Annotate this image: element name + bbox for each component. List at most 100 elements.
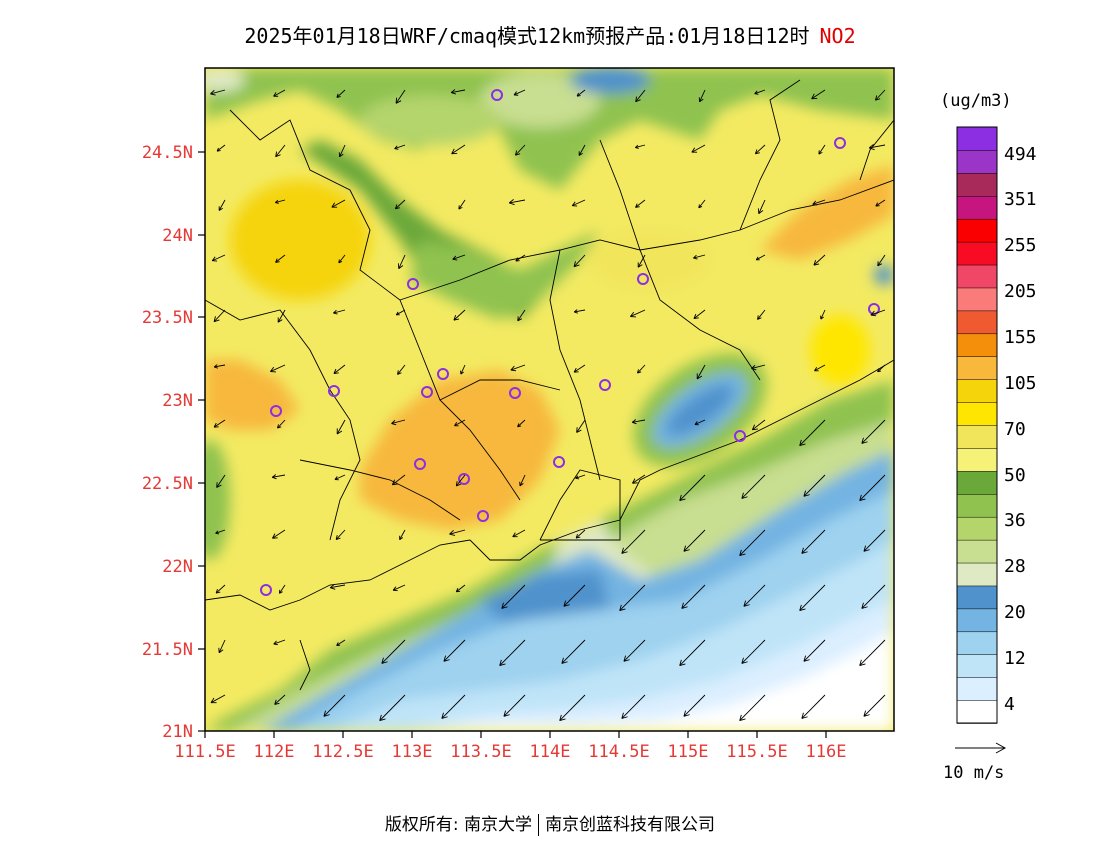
wind-arrow-head	[391, 419, 396, 424]
wind-arrow-head	[339, 153, 344, 158]
wind-arrow-head	[812, 203, 818, 206]
wind-arrow	[499, 639, 526, 666]
axis-ticks	[198, 151, 827, 738]
wind-arrow	[455, 474, 466, 487]
wind-arrow-head	[679, 498, 686, 502]
wind-arrow	[623, 639, 646, 662]
wind-arrow-head	[801, 716, 808, 719]
wind-arrow	[331, 199, 346, 208]
wind-arrow-head	[215, 588, 218, 594]
wind-arrow-head	[693, 257, 698, 260]
wind-arrow	[452, 254, 466, 260]
wind-arrow-head	[336, 537, 341, 540]
wind-arrow	[619, 584, 646, 611]
wind-arrow-head	[803, 494, 810, 497]
wind-arrow	[272, 474, 286, 478]
legend-swatch	[956, 378, 998, 403]
wind-arrow	[216, 474, 226, 488]
legend-frame	[956, 126, 998, 724]
lat-label: 23N	[162, 391, 193, 411]
wind-arrow-head	[333, 372, 339, 375]
wind-arrow	[799, 584, 826, 611]
wind-arrow	[573, 364, 586, 373]
wind-arrow	[757, 309, 766, 320]
wind-arrow	[270, 364, 286, 372]
legend-label: 205	[1004, 281, 1037, 302]
wind-arrow-head	[210, 697, 215, 703]
wind-arrow-head	[275, 261, 280, 263]
wind-arrow	[335, 529, 346, 540]
wind-arrow-head	[213, 364, 218, 368]
wind-arrow-head	[323, 714, 330, 717]
wind-arrow-head	[758, 210, 764, 214]
legend-label: 70	[1004, 419, 1026, 440]
wind-arrow-head	[559, 718, 566, 722]
legend-swatch	[956, 172, 998, 197]
wind-arrow	[515, 254, 526, 262]
wind-arrow-head	[394, 145, 398, 149]
wind-arrow	[379, 694, 406, 721]
wind-arrow	[333, 364, 346, 374]
wind-arrow-head	[453, 315, 457, 321]
wind-arrow-head	[799, 443, 806, 447]
wind-arrow-head	[741, 492, 744, 499]
wind-arrow-head	[515, 257, 519, 262]
wind-arrow-head	[394, 148, 399, 150]
wind-reference-label: 10 m/s	[943, 763, 1005, 783]
wind-arrow	[632, 419, 646, 423]
lat-label: 22.5N	[142, 474, 193, 494]
wind-arrow-head	[455, 481, 458, 487]
wind-arrow	[859, 474, 886, 501]
city-marker	[260, 584, 272, 596]
wind-arrow-head	[503, 714, 510, 717]
wind-arrow-head	[336, 430, 343, 435]
wind-arrow-head	[214, 366, 218, 369]
wind-arrow-head	[818, 151, 823, 155]
wind-arrow	[739, 694, 766, 721]
lon-label: 112.5E	[312, 742, 373, 762]
city-marker	[553, 456, 565, 468]
wind-arrow	[396, 309, 406, 316]
wind-arrow-head	[275, 202, 279, 204]
wind-arrow-head	[741, 661, 748, 664]
wind-arrow-head	[277, 426, 282, 429]
wind-arrow-head	[333, 368, 337, 374]
wind-arrow	[395, 89, 406, 104]
wind-arrow	[381, 639, 406, 664]
lat-label: 21N	[162, 722, 193, 742]
wind-arrow-head	[863, 545, 867, 552]
wind-arrow	[451, 89, 466, 93]
wind-arrow	[509, 199, 526, 204]
wind-vectors	[210, 89, 886, 722]
wind-arrow-head	[575, 475, 579, 479]
wind-arrow	[277, 419, 286, 429]
wind-arrow	[803, 474, 826, 497]
wind-arrow	[637, 364, 646, 374]
wind-arrow	[621, 694, 646, 719]
wind-arrow	[454, 419, 466, 427]
wind-arrow-head	[699, 98, 704, 103]
lon-label: 113.5E	[450, 742, 511, 762]
wind-arrow-head	[441, 712, 444, 719]
lat-label: 24N	[162, 226, 193, 246]
wind-arrow-head	[694, 421, 698, 425]
legend-label: 351	[1004, 189, 1037, 210]
wind-arrow-head	[499, 663, 506, 667]
wind-arrow-head	[576, 429, 582, 433]
wind-arrow	[683, 529, 706, 552]
wind-arrow	[693, 254, 706, 259]
wind-arrow-head	[395, 311, 399, 316]
wind-arrow-head	[619, 604, 622, 611]
wind-arrow-head	[458, 206, 463, 210]
wind-arrow	[681, 584, 706, 609]
boundary-lines	[205, 79, 894, 691]
legend-swatch	[956, 608, 998, 633]
wind-arrow-head	[813, 260, 817, 266]
wind-arrow	[273, 639, 286, 645]
legend-swatch	[956, 241, 998, 266]
wind-arrow-head	[379, 718, 386, 722]
wind-arrow-head	[635, 203, 638, 208]
lon-label: 115E	[668, 742, 709, 762]
wind-arrow-head	[801, 551, 808, 554]
wind-arrow-head	[330, 587, 336, 590]
